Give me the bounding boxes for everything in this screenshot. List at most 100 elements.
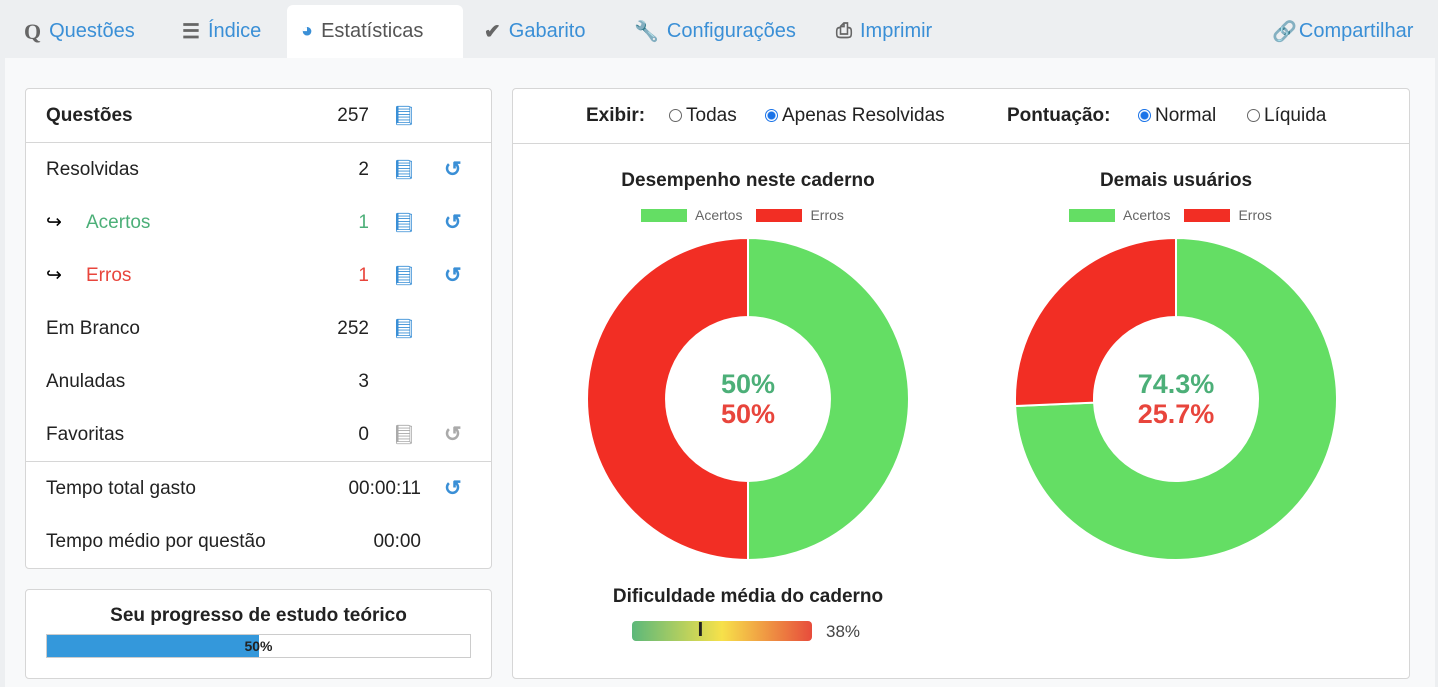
progress-label: 50%	[244, 638, 273, 654]
stat-label: Favoritas	[46, 423, 125, 445]
tab-estatisticas[interactable]: ◕ Estatísticas	[287, 5, 463, 58]
radio-liquida[interactable]: Líquida	[1247, 105, 1326, 127]
charts-card: Exibir: Todas Apenas Resolvidas Pontuaçã…	[512, 88, 1410, 679]
donut-chart-desempenho	[586, 237, 910, 561]
stat-value: 00:00:11	[348, 477, 421, 499]
stat-value: 0	[358, 423, 369, 445]
tab-bar: Q Questões ☰ Índice ◕ Estatísticas ✔ Gabarit…	[0, 0, 1438, 58]
legend-acertos: Acertos	[695, 207, 743, 223]
divider	[26, 142, 491, 143]
stat-row-resolvidas: Resolvidas 2 📘︎ ↺	[26, 143, 491, 196]
progress-card: Seu progresso de estudo teórico 50%	[25, 589, 492, 679]
slice-erros	[1014, 237, 1177, 408]
tab-imprimir[interactable]: ⎙ Imprimir	[822, 5, 946, 58]
filter-bar: Exibir: Todas Apenas Resolvidas Pontuaçã…	[513, 89, 1409, 143]
q-icon: Q	[24, 18, 42, 44]
stat-label: Tempo total gasto	[46, 477, 196, 499]
reset-icon[interactable]: ↺	[444, 158, 462, 181]
book-icon[interactable]: 📘︎	[392, 318, 417, 340]
tab-label: Imprimir	[860, 20, 933, 42]
pct-acertos: 50%	[720, 369, 776, 399]
sub-arrow-icon: ↪	[46, 212, 62, 233]
stat-row-questoes: Questões 257 📘︎	[26, 89, 491, 142]
stats-card: Questões 257 📘︎ Resolvidas 2 📘︎ ↺ ↪ Acertos 1 📘︎…	[25, 88, 492, 569]
stat-row-tempo-medio: Tempo médio por questão 00:00	[26, 515, 491, 568]
list-icon: ☰	[182, 21, 200, 43]
divider	[26, 461, 491, 462]
reset-icon[interactable]: ↺	[444, 264, 462, 287]
stat-row-erros: ↪ Erros 1 📘︎ ↺	[26, 249, 491, 302]
stat-label: Questões	[46, 104, 133, 126]
radio-label: Normal	[1155, 105, 1217, 126]
difficulty-value: 38%	[826, 622, 861, 641]
chart-title: Desempenho neste caderno	[621, 170, 875, 191]
tab-indice[interactable]: ☰ Índice	[168, 5, 275, 58]
stat-label: Acertos	[86, 211, 151, 233]
difficulty-title: Dificuldade média do caderno	[612, 586, 884, 607]
stat-row-em-branco: Em Branco 252 📘︎	[26, 302, 491, 355]
legend-erros: Erros	[1238, 207, 1272, 223]
book-icon: 📘︎	[392, 424, 417, 446]
stat-value: 252	[337, 317, 369, 339]
radio-label: Todas	[686, 105, 737, 126]
tab-questoes[interactable]: Q Questões	[10, 5, 149, 58]
tab-label: Estatísticas	[321, 20, 424, 42]
stat-value: 1	[358, 264, 369, 286]
progress-bar: 50%	[46, 634, 471, 658]
progress-fill	[47, 635, 259, 657]
tab-label: Gabarito	[508, 20, 586, 42]
reset-icon: ↺	[444, 423, 462, 446]
stat-row-anuladas: Anuladas 3	[26, 355, 491, 408]
radio-apenas-resolvidas[interactable]: Apenas Resolvidas	[765, 105, 945, 127]
book-icon[interactable]: 📘︎	[392, 159, 417, 181]
donut-chart-demais-usuarios	[1014, 237, 1338, 561]
difficulty-gauge: I	[632, 619, 812, 641]
stat-label: Anuladas	[46, 370, 126, 392]
chart-title: Demais usuários	[1099, 170, 1253, 191]
difficulty-marker: I	[697, 619, 704, 641]
printer-icon: ⎙	[836, 20, 852, 42]
pct-acertos: 74.3%	[1137, 369, 1215, 399]
book-icon[interactable]: 📘︎	[392, 265, 417, 287]
share-label: Compartilhar	[1298, 20, 1414, 42]
slice-erros	[586, 237, 749, 561]
radio-label: Líquida	[1264, 105, 1327, 126]
stat-label: Erros	[86, 264, 132, 286]
stat-value: 2	[358, 158, 369, 180]
stat-label: Em Branco	[46, 317, 140, 339]
divider	[513, 143, 1409, 144]
sub-arrow-icon: ↪	[46, 265, 62, 286]
radio-label: Apenas Resolvidas	[782, 105, 945, 126]
stat-value: 00:00	[373, 530, 421, 552]
slice-acertos	[1014, 237, 1338, 561]
stat-value: 1	[358, 211, 369, 233]
slice-acertos	[747, 237, 910, 561]
tab-label: Questões	[49, 20, 135, 42]
tab-label: Configurações	[666, 20, 796, 42]
link-icon: 🔗	[1272, 21, 1297, 43]
pct-erros: 50%	[720, 399, 776, 429]
chart-legend: Acertos Erros	[641, 207, 844, 223]
progress-title: Seu progresso de estudo teórico	[110, 605, 407, 626]
check-icon: ✔	[484, 21, 501, 43]
stat-row-tempo-total: Tempo total gasto 00:00:11 ↺	[26, 462, 491, 515]
tab-label: Índice	[207, 20, 262, 42]
legend-erros: Erros	[810, 207, 844, 223]
book-icon[interactable]: 📘︎	[392, 212, 417, 234]
tab-gabarito[interactable]: ✔ Gabarito	[470, 5, 599, 58]
stat-value: 257	[337, 104, 369, 126]
stat-value: 3	[358, 370, 369, 392]
stat-row-acertos: ↪ Acertos 1 📘︎ ↺	[26, 196, 491, 249]
reset-icon[interactable]: ↺	[444, 477, 462, 500]
radio-todas[interactable]: Todas	[669, 105, 737, 127]
stat-row-favoritas: Favoritas 0 📘︎ ↺	[26, 408, 491, 461]
share-link[interactable]: 🔗 Compartilhar	[1272, 5, 1413, 58]
book-icon[interactable]: 📘︎	[392, 105, 417, 127]
wrench-icon: 🔧	[634, 21, 659, 43]
exibir-label: Exibir:	[586, 105, 646, 126]
pct-erros: 25.7%	[1137, 399, 1215, 429]
reset-icon[interactable]: ↺	[444, 211, 462, 234]
radio-normal[interactable]: Normal	[1138, 105, 1216, 127]
stat-label: Resolvidas	[46, 158, 139, 180]
tab-configuracoes[interactable]: 🔧 Configurações	[620, 5, 810, 58]
